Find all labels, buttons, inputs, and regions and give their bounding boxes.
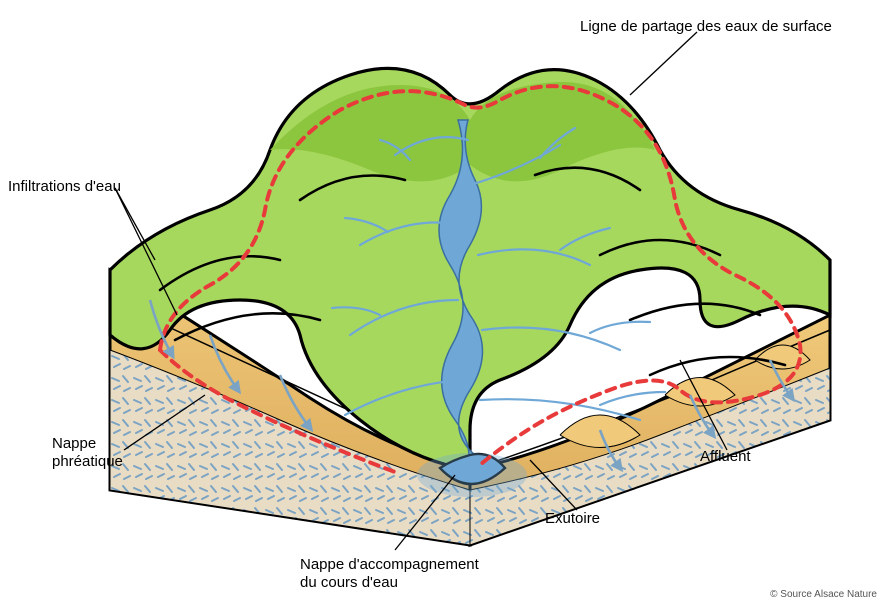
label-divide: Ligne de partage des eaux de surface <box>580 18 832 36</box>
label-affluent: Affluent <box>700 448 751 466</box>
label-exutoire: Exutoire <box>545 510 600 528</box>
watershed-svg <box>0 0 885 606</box>
nappe-accomp-halo <box>417 453 527 497</box>
attribution: © Source Alsace Nature <box>770 589 877 600</box>
label-nappe: Nappe phréatique <box>52 435 123 471</box>
label-nappe-accomp: Nappe d'accompagnement du cours d'eau <box>300 556 479 592</box>
label-infiltration: Infiltrations d'eau <box>8 178 121 196</box>
diagram-stage: Ligne de partage des eaux de surface Inf… <box>0 0 885 606</box>
